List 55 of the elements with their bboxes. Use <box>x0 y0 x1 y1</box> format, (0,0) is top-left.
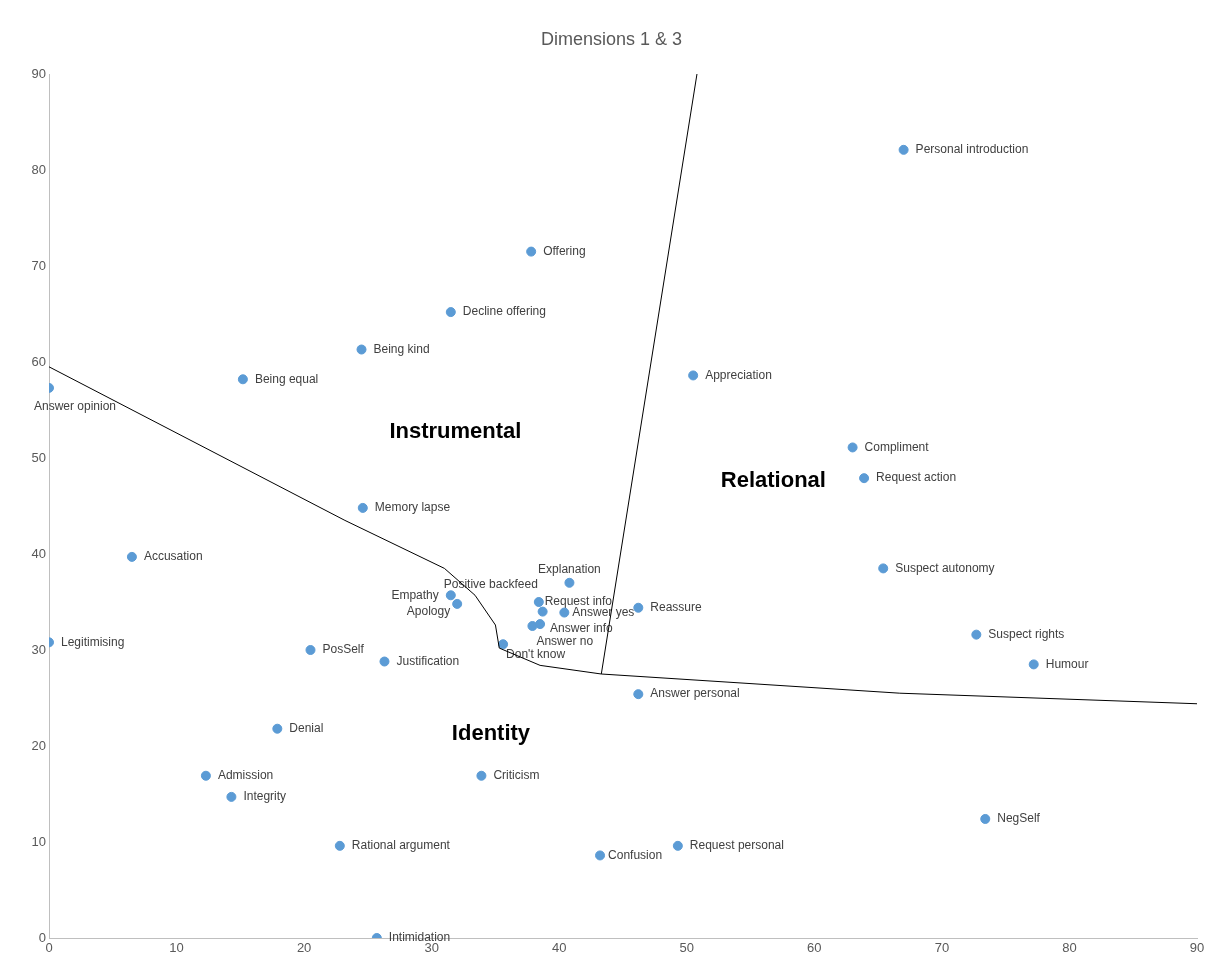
y-tick-label: 80 <box>31 161 46 177</box>
series-label: Reassure <box>650 600 702 615</box>
series-label: Offering <box>543 243 586 258</box>
y-tick-label: 40 <box>31 545 46 561</box>
annotation: Identity <box>451 720 531 746</box>
y-tick-label: 20 <box>31 737 46 753</box>
series-label: Suspect autonomy <box>895 560 995 575</box>
x-tick-label: 30 <box>424 940 439 956</box>
series-label: Request personal <box>689 838 784 853</box>
series-label: Compliment <box>864 439 930 454</box>
y-tick-label: 50 <box>31 449 46 465</box>
x-tick-label: 20 <box>296 940 312 956</box>
annotation: Instrumental <box>389 417 522 443</box>
x-tick-label: 80 <box>1062 940 1077 956</box>
x-tick-label: 50 <box>679 940 695 956</box>
series-label: Admission <box>217 768 274 783</box>
series-label: Being equal <box>254 371 319 386</box>
series-label: Appreciation <box>705 367 772 382</box>
series-label: Humour <box>1045 656 1089 671</box>
series-label: Legitimising <box>61 634 125 649</box>
x-tick-label: 40 <box>551 940 567 956</box>
series-label: Criticism <box>493 768 540 783</box>
series-label: Decline offering <box>462 304 546 319</box>
series-label: Accusation <box>143 549 203 564</box>
series-label: Personal introduction <box>915 142 1029 157</box>
series-label: Integrity <box>243 789 287 804</box>
series-label: Explanation <box>538 562 601 577</box>
series-label: Confusion <box>608 847 663 862</box>
x-tick-label: 70 <box>934 940 950 956</box>
series-label: Empathy <box>391 587 439 602</box>
series-label: Being kind <box>373 341 430 356</box>
y-tick-label: 70 <box>31 257 46 273</box>
series-label: Memory lapse <box>374 500 451 515</box>
series-label: Request action <box>876 470 957 485</box>
series-label: PosSelf <box>322 642 365 657</box>
annotation: Relational <box>720 467 826 493</box>
series-label: Denial <box>289 721 324 736</box>
series-label: Rational argument <box>351 838 451 853</box>
series-label: Suspect rights <box>988 626 1065 641</box>
series-label: Answer personal <box>650 686 740 701</box>
series-label: Request info <box>544 593 613 608</box>
series-label: Answer opinion <box>33 399 117 414</box>
y-tick-label: 10 <box>31 833 46 849</box>
x-tick-label: 10 <box>169 940 184 956</box>
series-label: Justification <box>396 653 460 668</box>
series-label: Apology <box>406 604 451 619</box>
y-tick-label: 0 <box>38 929 46 945</box>
series-label: NegSelf <box>997 811 1041 826</box>
x-tick-label: 90 <box>1189 940 1205 956</box>
x-tick-label: 60 <box>807 940 822 956</box>
series-label: Answer no <box>536 634 594 649</box>
y-tick-label: 60 <box>31 353 46 369</box>
y-tick-label: 30 <box>31 641 46 657</box>
y-tick-label: 90 <box>31 65 46 81</box>
chart-title: Dimensions 1 & 3 <box>540 28 683 49</box>
